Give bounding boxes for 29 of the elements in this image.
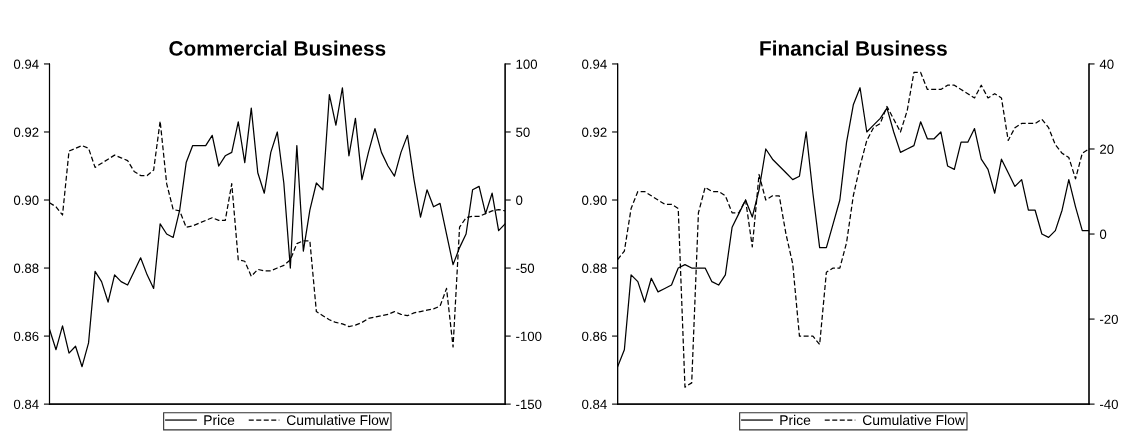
y-tick-label: 0.84 <box>582 399 607 410</box>
y2-tick-label: -20 <box>1100 314 1118 324</box>
y-tick-label: 0.88 <box>582 263 607 273</box>
y-tick-label: 0.92 <box>582 127 607 137</box>
y-tick-label: 0.88 <box>13 263 39 273</box>
y-tick-label: 0.90 <box>13 195 39 205</box>
y2-tick-label: -150 <box>516 399 542 410</box>
y2-tick-label: 100 <box>516 59 538 69</box>
y2-tick-label: 0 <box>516 195 523 205</box>
legend-label: Price <box>204 414 235 426</box>
y2-tick-label: 50 <box>516 127 530 137</box>
legend-label: Cumulative Flow <box>286 414 389 426</box>
y-tick-label: 0.84 <box>13 399 39 410</box>
y2-tick-label: 20 <box>1100 144 1114 154</box>
chart-title: Commercial Business <box>169 40 386 56</box>
legend-label: Price <box>780 414 811 426</box>
y-tick-label: 0.86 <box>13 331 39 341</box>
y-tick-label: 0.90 <box>582 195 607 205</box>
y2-tick-label: -50 <box>516 263 535 273</box>
y-tick-label: 0.92 <box>13 127 39 137</box>
y-tick-label: 0.94 <box>582 59 607 69</box>
y2-tick-label: -100 <box>516 331 542 341</box>
y2-tick-label: -40 <box>1100 399 1118 410</box>
y-tick-label: 0.86 <box>582 331 607 341</box>
chart-title: Financial Business <box>760 40 947 56</box>
y2-tick-label: 40 <box>1099 59 1114 69</box>
legend-label: Cumulative Flow <box>862 414 965 426</box>
y-tick-label: 0.94 <box>13 59 39 69</box>
y2-tick-label: 0 <box>1099 229 1107 239</box>
